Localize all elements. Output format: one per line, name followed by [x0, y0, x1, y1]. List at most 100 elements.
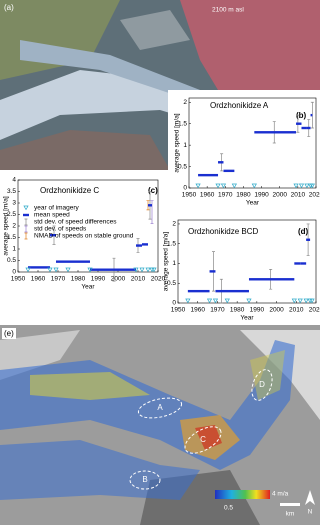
y-axis-label: average speed [m/a]: [174, 113, 181, 172]
y-tick-label: 2: [12, 223, 16, 230]
x-tick-label: 2020: [309, 192, 320, 199]
imagery-year: [87, 267, 93, 273]
legend-label: NMAD of speeds on stable ground: [34, 233, 134, 240]
legend-symbol: [23, 213, 29, 217]
imagery-year: [220, 183, 227, 189]
y-tick-label: 0: [12, 269, 16, 276]
legend-label: year of imagery: [34, 205, 80, 212]
imagery-year: [303, 298, 309, 304]
mean-speed: [218, 161, 224, 164]
mean-speed: [209, 270, 216, 273]
colorbar-min: 0.5: [224, 505, 233, 512]
x-tick-label: 1970: [51, 276, 66, 283]
imagery-year: [309, 298, 315, 304]
y-tick-label: 1: [12, 246, 16, 253]
x-tick-label: 1950: [11, 276, 26, 283]
imagery-year: [304, 183, 310, 189]
plot-area: [188, 97, 317, 189]
y-tick-label: 1: [183, 142, 187, 149]
chart-title: Ordzhonikidze A: [210, 101, 269, 110]
mean-speed: [310, 113, 313, 117]
y-tick-label: 0.5: [167, 280, 176, 287]
x-tick-label: 1980: [230, 307, 245, 314]
imagery-year: [65, 267, 71, 273]
x-tick-label: 1960: [200, 192, 215, 199]
mean-speed: [254, 131, 297, 134]
imagery-year: [185, 298, 191, 304]
x-tick-label: 1990: [250, 307, 265, 314]
mean-speed: [56, 260, 90, 263]
panel-label: (a): [4, 3, 14, 12]
mean-speed: [28, 266, 50, 269]
x-tick-label: 2010: [131, 276, 146, 283]
x-tick-label: 2000: [272, 192, 287, 199]
mean-speed: [294, 262, 301, 265]
panel-label: (c): [148, 186, 158, 195]
charts: 1950196019701980199020002010202000.511.5…: [3, 97, 320, 322]
y-tick-label: 3.5: [7, 188, 16, 195]
mean-speed: [296, 122, 302, 125]
x-tick-label: 1980: [71, 276, 86, 283]
satellite-image: [0, 0, 320, 170]
imagery-year: [195, 183, 201, 189]
area-label: C: [200, 435, 206, 444]
mean-speed: [90, 268, 136, 271]
x-tick-label: 1970: [218, 192, 233, 199]
imagery-year: [246, 298, 252, 304]
y-tick-label: 2: [183, 99, 187, 106]
panel-label: (e): [4, 329, 14, 338]
velocity-map: [0, 325, 320, 525]
y-tick-label: 1.5: [167, 240, 176, 247]
y-tick-label: 1: [172, 260, 176, 267]
y-tick-label: 2.5: [7, 211, 16, 218]
x-tick-label: 2000: [111, 276, 126, 283]
imagery-year: [139, 267, 145, 273]
x-tick-label: 1960: [190, 307, 205, 314]
x-tick-label: 1950: [182, 192, 197, 199]
y-tick-label: 2: [172, 221, 176, 228]
legend-symbol: [24, 218, 28, 226]
x-axis-label: Year: [240, 315, 254, 322]
legend-symbol: [24, 232, 28, 240]
colorbar-max: 4 m/a: [272, 491, 289, 498]
mean-speed: [136, 244, 142, 247]
x-tick-label: 2000: [269, 307, 284, 314]
x-tick-label: 1990: [254, 192, 269, 199]
mean-speed: [306, 126, 311, 130]
imagery-year: [212, 298, 219, 304]
y-tick-label: 1.5: [178, 120, 187, 127]
mean-speed: [300, 262, 307, 265]
mean-speed: [50, 234, 56, 237]
mean-speed: [223, 169, 235, 173]
legend-label: std dev. of speed differences: [34, 219, 117, 226]
imagery-year: [231, 183, 237, 189]
scale-label: km: [286, 511, 295, 518]
mean-speed: [301, 126, 307, 130]
y-tick-label: 3: [12, 200, 16, 207]
north-label: N: [308, 509, 313, 516]
imagery-year: [298, 183, 305, 189]
area-label: D: [259, 380, 265, 389]
x-tick-label: 1960: [31, 276, 46, 283]
y-axis-label: average speed [m/a]: [3, 196, 10, 255]
x-tick-label: 1990: [91, 276, 106, 283]
imagery-year: [291, 298, 297, 304]
mean-speed: [148, 204, 152, 207]
y-tick-label: 1.5: [7, 234, 16, 241]
x-tick-label: 2020: [151, 276, 166, 283]
imagery-year: [206, 298, 213, 304]
y-tick-label: 4: [12, 177, 16, 184]
imagery-year: [293, 183, 299, 189]
label-box: [2, 328, 16, 339]
imagery-year: [145, 267, 151, 273]
panel-label: (d): [298, 227, 309, 236]
x-axis-label: Year: [81, 284, 95, 291]
mean-speed: [142, 243, 148, 246]
legend-label: std dev. of speeds: [34, 226, 87, 233]
area-label: A: [157, 403, 163, 412]
imagery-year: [133, 267, 139, 273]
mean-speed: [215, 289, 249, 293]
y-tick-label: 0: [172, 300, 176, 307]
imagery-year: [215, 183, 221, 189]
mean-speed: [306, 238, 311, 241]
